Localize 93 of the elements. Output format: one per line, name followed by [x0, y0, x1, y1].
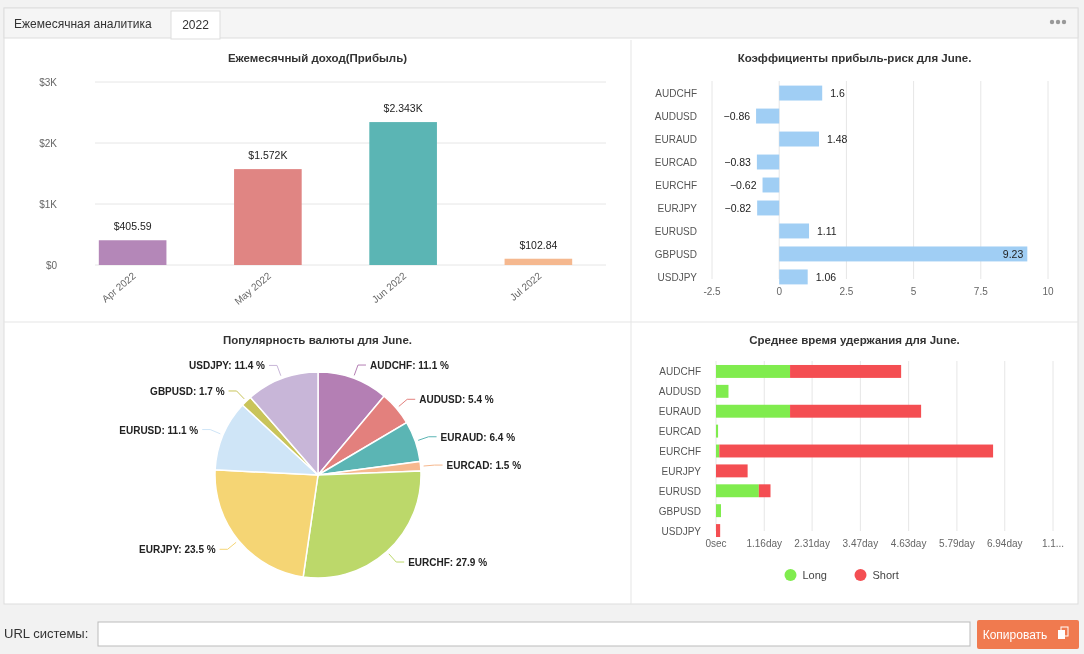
x-tick-label: 5.79day — [939, 538, 975, 549]
x-tick-label: 2.31day — [794, 538, 830, 549]
bar — [716, 524, 721, 538]
chart-title: Ежемесячный доход(Прибыль) — [227, 52, 408, 64]
bar — [716, 504, 721, 518]
y-tick-label: EURAUD — [658, 406, 701, 418]
x-tick-label: 10 — [1042, 286, 1054, 297]
x-tick-label: 1.16day — [746, 538, 783, 549]
slice-label: EURAUD: 6.4 % — [440, 431, 516, 443]
x-tick-label: 0 — [776, 286, 783, 297]
bar — [790, 364, 902, 378]
x-tick-label: 4.63day — [890, 538, 927, 549]
bar — [98, 240, 167, 265]
x-tick-label: 5 — [910, 286, 917, 297]
bar — [756, 154, 780, 170]
text: URL системы: — [4, 626, 89, 641]
bar — [790, 404, 922, 418]
x-tick-label: 6.94day — [986, 538, 1023, 549]
y-tick-label: EURUSD — [658, 485, 701, 497]
y-tick-label: EURUSD — [654, 225, 697, 237]
y-tick-label: USDJPY — [657, 271, 698, 283]
slice-label: AUDCHF: 11.1 % — [369, 360, 449, 372]
bar — [504, 258, 573, 265]
slice-label: EURCHF: 27.9 % — [408, 557, 488, 569]
y-tick-label: EURJPY — [661, 465, 702, 477]
bar — [758, 484, 771, 498]
y-tick-label: AUDCHF — [655, 88, 697, 100]
data-label: 1.06 — [815, 270, 837, 283]
bar — [716, 464, 748, 478]
y-tick-label: AUDCHF — [659, 366, 701, 378]
chart-title: Коэффициенты прибыль-риск для June. — [737, 52, 972, 64]
y-tick-label: AUDUSD — [658, 386, 701, 398]
slice-label: GBPUSD: 1.7 % — [150, 385, 225, 397]
x-tick-label: -2.5 — [703, 286, 722, 297]
slice-label: EURUSD: 11.1 % — [119, 424, 199, 436]
x-tick-label: 1.1... — [1041, 538, 1065, 549]
data-label: −0.86 — [723, 110, 751, 123]
x-tick-label: 3.47day — [842, 538, 879, 549]
y-tick-label: $1K — [39, 199, 58, 210]
bar — [719, 444, 994, 458]
legend-label: Short — [872, 569, 899, 581]
bar — [234, 169, 302, 265]
data-label: −0.82 — [724, 201, 752, 214]
y-tick-label: $0 — [45, 260, 58, 271]
y-tick-label: USDJPY — [661, 525, 702, 537]
bar — [716, 364, 791, 378]
data-label: $405.59 — [113, 220, 152, 233]
y-tick-label: $2K — [39, 138, 58, 149]
bar — [762, 177, 780, 193]
y-tick-label: EURAUD — [654, 134, 697, 146]
slice-label: EURJPY: 23.5 % — [139, 544, 216, 556]
bar — [779, 246, 1028, 262]
chart-title: Популярность валюты для June. — [223, 334, 412, 346]
bar — [369, 122, 437, 265]
y-tick-label: EURCAD — [658, 426, 701, 438]
text: Ежемесячная аналитика — [14, 17, 152, 31]
bar — [756, 108, 780, 124]
bar — [779, 85, 823, 101]
data-label: 1.11 — [817, 224, 837, 237]
bar — [716, 404, 791, 418]
y-tick-label: GBPUSD — [658, 505, 701, 517]
data-label: −0.83 — [724, 156, 752, 169]
data-label: 1.48 — [826, 133, 848, 146]
chart-title: Среднее время удержания для June. — [749, 334, 960, 346]
data-label: $1.572K — [248, 149, 288, 162]
y-tick-label: $3K — [39, 77, 58, 88]
data-label: $102.84 — [519, 238, 558, 251]
bar — [716, 424, 719, 438]
bar — [716, 384, 729, 398]
bar — [716, 484, 759, 498]
bar — [779, 223, 810, 239]
y-tick-label: GBPUSD — [654, 248, 697, 260]
bar — [779, 269, 808, 285]
data-label: $2.343K — [383, 102, 423, 115]
text: Копировать — [982, 628, 1048, 642]
text: 2022 — [182, 18, 210, 32]
legend-label: Long — [802, 569, 827, 581]
data-label: −0.62 — [729, 179, 757, 191]
y-tick-label: EURCHF — [659, 446, 701, 457]
slice-label: USDJPY: 11.4 % — [189, 360, 266, 372]
y-tick-label: AUDUSD — [654, 111, 697, 123]
x-tick-label: 0sec — [705, 538, 727, 549]
slice-label: AUDUSD: 5.4 % — [419, 394, 494, 406]
y-tick-label: EURJPY — [657, 202, 698, 214]
bar — [779, 131, 819, 147]
data-label: 9.23 — [1002, 247, 1024, 260]
y-tick-label: EURCAD — [654, 157, 697, 169]
bar — [757, 200, 780, 216]
y-tick-label: EURCHF — [655, 180, 697, 191]
slice-label: EURCAD: 1.5 % — [446, 460, 522, 472]
x-tick-label: 2.5 — [839, 286, 854, 297]
data-label: 1.6 — [830, 87, 845, 100]
x-tick-label: 7.5 — [973, 286, 989, 297]
